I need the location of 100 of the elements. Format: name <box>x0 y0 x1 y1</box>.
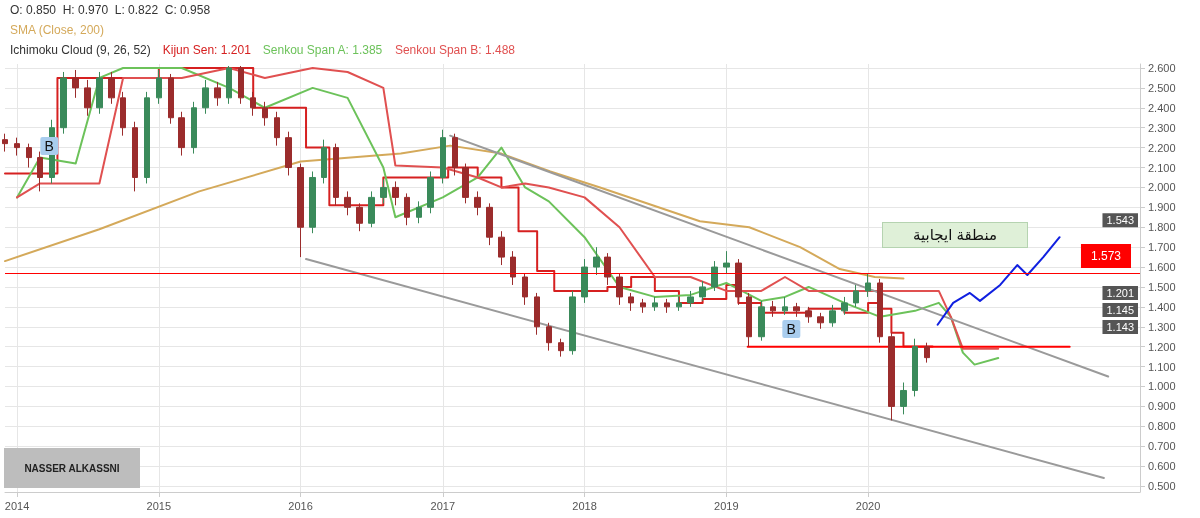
candlestick <box>262 101 268 127</box>
text: Senkou Span B: 1.488 <box>394 43 516 57</box>
candlestick <box>534 292 540 336</box>
series-label: Kijun Sen: 1.201 <box>162 43 252 57</box>
text: Senkou Span A: 1.385 <box>262 43 383 57</box>
candlestick <box>758 300 765 342</box>
text: SMA (Close, 200) <box>10 23 105 37</box>
y-tick-label: 1.100 <box>1148 360 1176 373</box>
y-tick-label: 2.400 <box>1148 101 1176 114</box>
candlestick <box>285 131 292 176</box>
candlestick <box>746 292 752 348</box>
candlestick <box>569 290 576 356</box>
candlestick <box>14 137 20 157</box>
y-tick-label: 1.000 <box>1148 380 1176 393</box>
candlestick <box>699 280 706 302</box>
y-tick-label: 0.900 <box>1148 400 1176 413</box>
y-tick-label: 2.300 <box>1148 121 1176 134</box>
annotation: 1.143 <box>1106 320 1134 333</box>
y-tick-label: 1.900 <box>1148 201 1176 214</box>
candlestick <box>723 250 730 274</box>
candlestick <box>108 71 115 105</box>
candlestick <box>344 190 351 216</box>
annotation: B <box>782 319 800 338</box>
x-tick-label: 2020 <box>855 499 881 512</box>
candlestick <box>191 101 197 155</box>
candlestick <box>581 258 588 304</box>
candlestick <box>440 129 446 184</box>
candlestick <box>309 171 316 234</box>
candlestick <box>664 298 670 314</box>
y-tick-label: 2.500 <box>1148 81 1176 94</box>
candlestick <box>333 143 339 206</box>
candlestick <box>356 202 363 232</box>
y-tick-label: 1.300 <box>1148 320 1176 333</box>
candlestick <box>546 322 552 352</box>
candlestick <box>912 338 918 397</box>
x-tick-label: 2015 <box>146 499 172 512</box>
candlestick <box>250 91 256 117</box>
candlestick <box>640 298 646 314</box>
candlestick <box>168 73 174 125</box>
signature-box: NASSER ALKASSNI <box>4 448 140 488</box>
candlestick <box>604 252 611 286</box>
candlestick <box>522 272 528 306</box>
candlestick <box>676 296 682 312</box>
chart-title: O: 0.850 H: 0.970 L: 0.822 C: 0.958 <box>10 3 211 17</box>
candlestick <box>877 278 883 344</box>
y-tick-label: 1.800 <box>1148 221 1176 234</box>
candlestick <box>202 79 209 115</box>
y-tick-label: 0.800 <box>1148 420 1176 433</box>
candlestick <box>226 65 232 105</box>
x-tick-label: 2018 <box>572 499 597 512</box>
candlestick <box>735 258 742 306</box>
candlestick <box>416 200 422 224</box>
y-tick-label: 2.000 <box>1148 181 1176 194</box>
annotation: 1.543 <box>1106 214 1134 227</box>
y-tick-label: 1.400 <box>1148 300 1176 313</box>
candlestick <box>72 69 79 99</box>
candlestick <box>132 121 138 192</box>
candlestick <box>817 312 824 330</box>
candlestick <box>593 246 600 276</box>
candlestick <box>793 302 800 318</box>
note-box: منطقة ايجابية <box>882 222 1028 249</box>
candlestick <box>156 69 162 105</box>
candlestick <box>392 180 399 206</box>
candlestick <box>888 332 895 421</box>
candlestick <box>616 272 623 306</box>
candlestick <box>782 296 788 316</box>
candlestick <box>687 290 694 308</box>
y-tick-label: 0.700 <box>1148 440 1176 453</box>
candlestick <box>510 250 516 286</box>
candlestick <box>900 382 907 415</box>
y-tick-label: 0.600 <box>1148 460 1176 473</box>
candlestick <box>452 133 458 176</box>
candlestick <box>628 292 634 312</box>
y-tick-label: 2.100 <box>1148 161 1176 174</box>
candlestick <box>865 272 871 298</box>
y-tick-label: 2.200 <box>1148 141 1176 154</box>
y-tick-label: 1.600 <box>1148 261 1176 274</box>
annotation: 1.201 <box>1106 286 1134 299</box>
candlestick <box>96 71 103 115</box>
candlestick <box>924 342 930 364</box>
candlestick <box>474 190 481 216</box>
candlestick <box>321 139 327 184</box>
annotation: 1.145 <box>1106 303 1134 316</box>
candlestick <box>84 79 91 117</box>
candlestick <box>711 260 718 292</box>
candlestick <box>368 190 375 228</box>
candlestick <box>829 304 836 328</box>
x-tick-label: 2016 <box>288 499 313 512</box>
candlestick <box>853 284 859 308</box>
candlestick <box>144 91 150 184</box>
candlestick <box>380 178 387 204</box>
x-tick-label: 2019 <box>714 499 739 512</box>
candlestick <box>60 71 67 135</box>
candlestick <box>2 133 8 153</box>
candlestick <box>26 143 32 169</box>
y-tick-label: 1.200 <box>1148 340 1176 353</box>
ref-line-label: 1.573 <box>1090 249 1122 264</box>
candlestick <box>841 296 848 316</box>
candlestick <box>37 151 43 192</box>
candlestick <box>462 163 469 204</box>
